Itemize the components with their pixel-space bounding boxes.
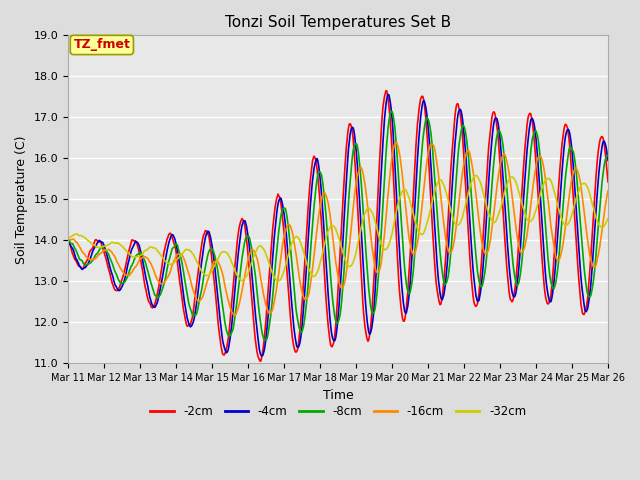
-4cm [330,338,338,344]
-2cm [182,322,190,328]
Legend: -2cm, -4cm, -8cm, -16cm, -32cm: -2cm, -4cm, -8cm, -16cm, -32cm [145,401,531,423]
-32cm [556,211,564,216]
Line: -16cm: -16cm [68,143,608,315]
-2cm [257,358,264,364]
-32cm [273,278,281,284]
-8cm [437,256,445,262]
-8cm [604,153,612,158]
-16cm [383,205,390,211]
-8cm [206,247,214,252]
-16cm [330,247,338,253]
-4cm [206,232,214,238]
-32cm [472,173,480,179]
Line: -8cm: -8cm [68,111,608,340]
-4cm [259,353,266,359]
-8cm [182,288,190,293]
-32cm [604,216,612,221]
-8cm [387,108,395,114]
-32cm [182,247,190,252]
-8cm [330,311,338,316]
Line: -32cm: -32cm [68,176,608,281]
-2cm [604,179,612,185]
-8cm [383,140,390,146]
-8cm [556,241,564,247]
-8cm [64,237,72,242]
-16cm [556,255,564,261]
-4cm [383,96,390,102]
-4cm [64,238,72,243]
-32cm [436,177,444,183]
-16cm [437,193,445,199]
-16cm [393,140,401,145]
X-axis label: Time: Time [323,389,353,402]
-32cm [330,224,338,229]
-2cm [556,165,564,170]
-16cm [64,236,72,242]
-16cm [230,312,238,318]
Text: TZ_fmet: TZ_fmet [74,38,131,51]
-2cm [437,301,445,307]
-32cm [383,246,390,252]
-16cm [206,271,214,276]
Line: -2cm: -2cm [68,91,608,361]
-2cm [330,336,338,342]
-16cm [182,264,190,269]
-4cm [437,294,445,300]
Title: Tonzi Soil Temperatures Set B: Tonzi Soil Temperatures Set B [225,15,451,30]
-32cm [64,235,72,240]
-2cm [206,239,214,245]
-2cm [64,238,72,244]
-16cm [604,188,612,193]
-4cm [556,199,564,204]
-2cm [383,92,391,98]
-4cm [604,157,612,163]
Y-axis label: Soil Temperature (C): Soil Temperature (C) [15,135,28,264]
-4cm [182,312,190,317]
-8cm [261,337,269,343]
Line: -4cm: -4cm [68,95,608,356]
-32cm [206,272,214,277]
-2cm [382,88,390,94]
-4cm [385,92,392,97]
